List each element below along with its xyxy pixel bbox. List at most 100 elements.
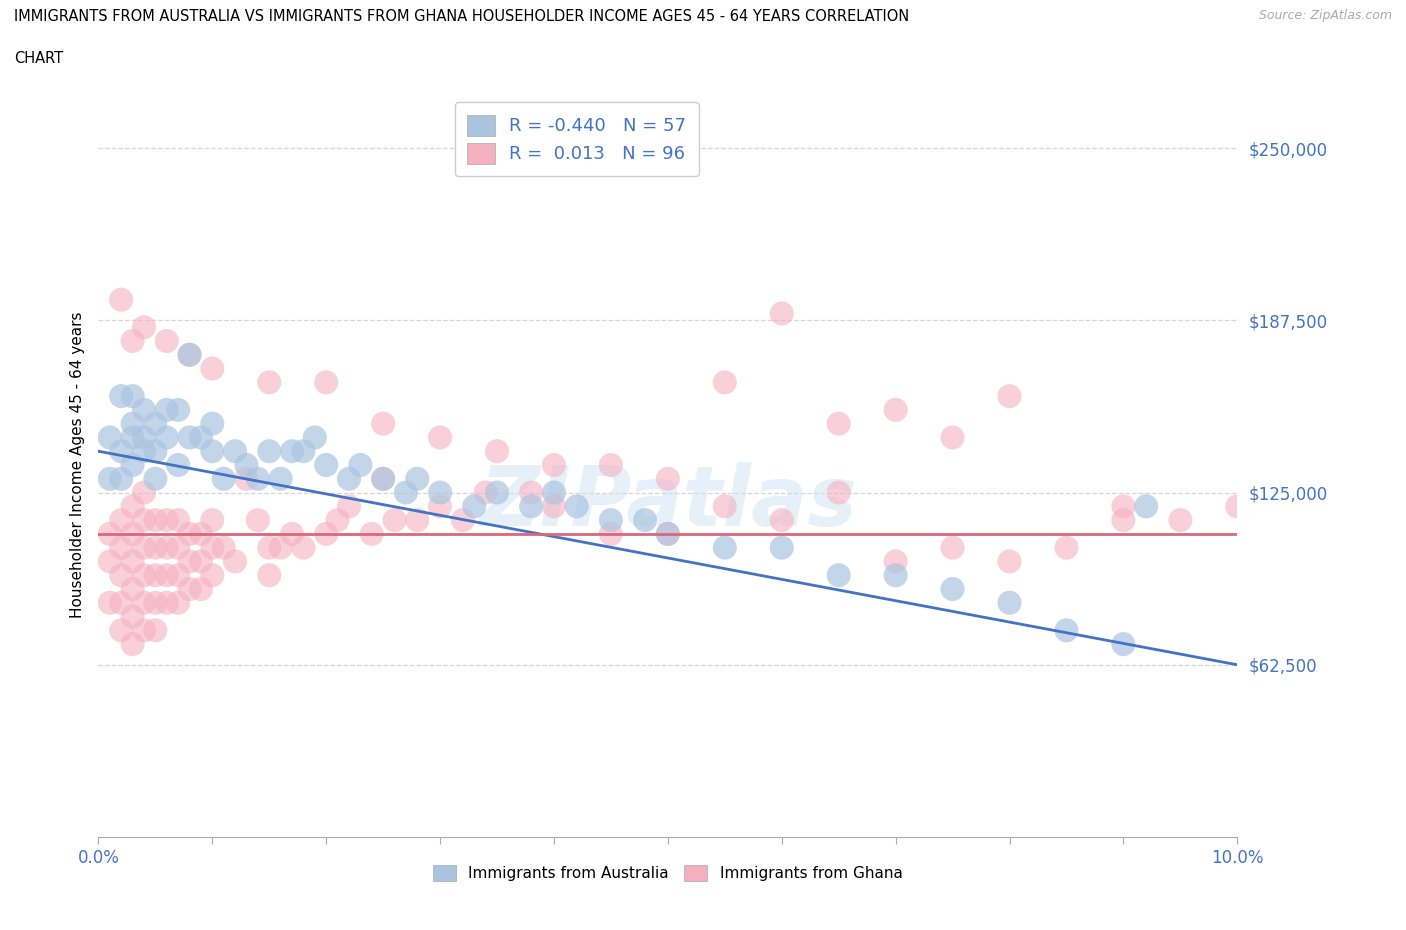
Point (235, 472, 257, 486)
Point (190, 554, 212, 569)
Point (98, 595, 121, 610)
Point (657, 526, 679, 541)
Point (315, 375, 337, 390)
Point (156, 403, 179, 418)
Point (121, 334, 143, 349)
Text: Source: ZipAtlas.com: Source: ZipAtlas.com (1258, 9, 1392, 22)
Point (145, 568, 167, 583)
Point (304, 430, 326, 445)
Point (373, 472, 395, 486)
Point (201, 361, 224, 376)
Point (1135, 498, 1157, 513)
Point (224, 554, 246, 569)
Point (132, 485, 155, 500)
Point (246, 512, 269, 527)
Point (600, 526, 623, 541)
Point (110, 512, 132, 527)
Text: ZIPatlas: ZIPatlas (479, 461, 856, 543)
Point (201, 540, 224, 555)
Point (1226, 498, 1249, 513)
Point (98, 554, 121, 569)
Point (167, 595, 190, 610)
Point (259, 568, 281, 583)
Point (565, 498, 588, 513)
Point (657, 526, 679, 541)
Point (337, 498, 360, 513)
Point (315, 458, 337, 472)
Point (770, 306, 793, 321)
Point (259, 540, 281, 555)
Point (121, 554, 143, 569)
Point (201, 417, 224, 432)
Point (121, 637, 143, 652)
Point (463, 498, 485, 513)
Point (110, 444, 132, 458)
Point (98, 472, 121, 486)
Point (1170, 512, 1192, 527)
Point (98, 430, 121, 445)
Point (884, 568, 907, 583)
Point (201, 512, 224, 527)
Point (429, 485, 451, 500)
Y-axis label: Householder Income Ages 45 - 64 years: Householder Income Ages 45 - 64 years (69, 312, 84, 618)
Point (474, 485, 496, 500)
Point (121, 417, 143, 432)
Point (145, 595, 167, 610)
Point (132, 430, 155, 445)
Point (1056, 623, 1078, 638)
Point (224, 444, 246, 458)
Point (998, 554, 1021, 569)
Point (259, 375, 281, 390)
Point (406, 512, 429, 527)
Point (132, 595, 155, 610)
Text: CHART: CHART (14, 51, 63, 66)
Point (600, 512, 623, 527)
Point (145, 540, 167, 555)
Point (292, 444, 315, 458)
Point (543, 498, 565, 513)
Point (714, 498, 737, 513)
Point (429, 498, 451, 513)
Point (212, 472, 235, 486)
Point (121, 389, 143, 404)
Point (201, 444, 224, 458)
Point (259, 444, 281, 458)
Point (270, 540, 292, 555)
Point (373, 417, 395, 432)
Point (145, 444, 167, 458)
Point (179, 430, 201, 445)
Point (121, 581, 143, 596)
Point (246, 472, 269, 486)
Point (406, 472, 429, 486)
Point (451, 512, 474, 527)
Point (281, 444, 304, 458)
Point (373, 472, 395, 486)
Point (156, 540, 179, 555)
Point (714, 540, 737, 555)
Point (520, 498, 543, 513)
Point (110, 595, 132, 610)
Point (179, 581, 201, 596)
Point (156, 568, 179, 583)
Point (315, 526, 337, 541)
Point (326, 512, 349, 527)
Point (235, 458, 257, 472)
Point (132, 444, 155, 458)
Point (360, 526, 382, 541)
Point (179, 554, 201, 569)
Point (657, 472, 679, 486)
Point (714, 375, 737, 390)
Point (145, 417, 167, 432)
Point (942, 540, 965, 555)
Point (98, 526, 121, 541)
Point (121, 430, 143, 445)
Point (110, 389, 132, 404)
Point (486, 444, 509, 458)
Point (998, 389, 1021, 404)
Point (190, 526, 212, 541)
Point (132, 623, 155, 638)
Point (1112, 512, 1135, 527)
Point (201, 568, 224, 583)
Point (212, 540, 235, 555)
Point (132, 512, 155, 527)
